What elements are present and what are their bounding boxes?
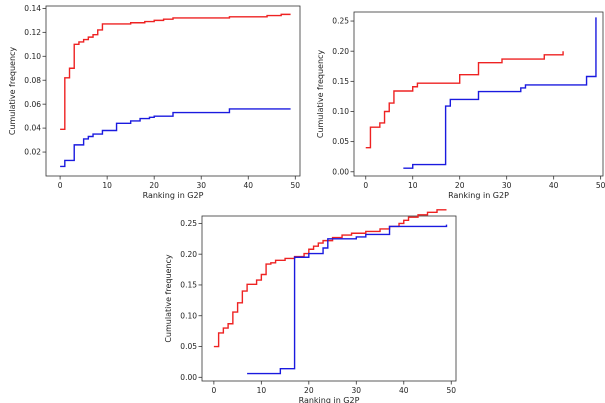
- x-tick-label: 50: [291, 181, 301, 190]
- series-line-blue: [60, 108, 291, 168]
- x-tick-label: 0: [211, 386, 216, 395]
- plot-frame: [201, 215, 457, 382]
- y-tick-label: 0.10: [180, 311, 197, 320]
- y-tick-label: 0.00: [180, 373, 197, 382]
- y-axis-label: Cumulative frequency: [316, 50, 325, 139]
- x-tick-label: 0: [363, 181, 368, 190]
- chart-top-right: 0 10 20 30 40 50 0.00 0.05 0.10 0.15 0.20 0.25 Ranki…: [316, 11, 605, 200]
- y-tick-label: 0.20: [180, 250, 197, 259]
- y-tick-label: 0.10: [24, 52, 41, 61]
- x-tick-label: 0: [58, 181, 63, 190]
- y-tick-label: 0.14: [24, 4, 41, 13]
- x-tick-label: 30: [352, 386, 362, 395]
- y-tick-label: 0.10: [332, 107, 349, 116]
- series-line-blue: [247, 224, 448, 375]
- x-tick-label: 10: [408, 181, 418, 190]
- y-tick-label: 0.06: [24, 100, 41, 109]
- x-tick-label: 20: [149, 181, 159, 190]
- chart-bottom: 0 10 20 30 40 50 0.00 0.05 0.10 0.15 0.20 0.25 Ranki…: [164, 209, 457, 403]
- y-tick-label: 0.15: [180, 281, 197, 290]
- y-axis-label: Cumulative frequency: [164, 254, 173, 343]
- y-tick-label: 0.25: [180, 219, 197, 228]
- y-tick-label: 0.05: [332, 137, 349, 146]
- y-tick-label: 0.00: [332, 167, 349, 176]
- y-tick-label: 0.12: [24, 28, 41, 37]
- series-line-red: [365, 51, 564, 149]
- x-axis-label: Ranking in G2P: [448, 191, 509, 200]
- x-axis-label: Ranking in G2P: [143, 191, 204, 200]
- y-tick-label: 0.02: [24, 148, 41, 157]
- y-tick-label: 0.04: [24, 124, 41, 133]
- y-tick-label: 0.20: [332, 47, 349, 56]
- y-tick-label: 0.15: [332, 77, 349, 86]
- series-line-red: [60, 13, 291, 131]
- y-axis-label: Cumulative frequency: [8, 47, 17, 136]
- x-tick-label: 20: [455, 181, 465, 190]
- x-tick-label: 40: [549, 181, 559, 190]
- series-line-blue: [403, 17, 597, 169]
- x-tick-label: 10: [102, 181, 112, 190]
- plot-frame: [45, 5, 301, 177]
- x-tick-label: 30: [502, 181, 512, 190]
- plot-frame: [353, 11, 604, 177]
- x-tick-label: 10: [257, 386, 267, 395]
- x-axis-label: Ranking in G2P: [299, 396, 360, 403]
- x-tick-label: 40: [399, 386, 409, 395]
- y-tick-label: 0.08: [24, 76, 41, 85]
- y-tick-label: 0.25: [332, 17, 349, 26]
- y-tick-label: 0.05: [180, 342, 197, 351]
- series-line-red: [213, 209, 447, 348]
- chart-top-left: 0 10 20 30 40 50 0.02 0.04 0.06 0.08 0.10 0.12 0.14 R…: [8, 4, 301, 200]
- x-tick-label: 20: [304, 386, 314, 395]
- x-tick-label: 50: [596, 181, 605, 190]
- x-tick-label: 50: [446, 386, 456, 395]
- x-tick-label: 30: [196, 181, 206, 190]
- x-tick-label: 40: [243, 181, 253, 190]
